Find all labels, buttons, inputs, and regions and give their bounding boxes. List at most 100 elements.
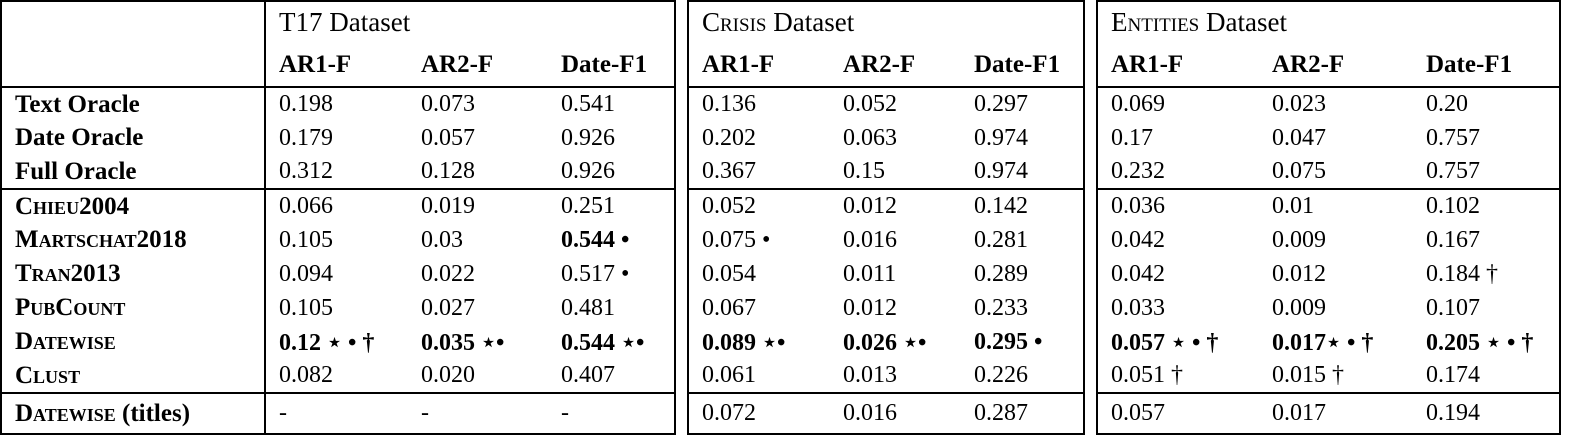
- table-row: 0.051 † 0.015 † 0.174: [1097, 359, 1560, 393]
- metric-cell: 0.202: [702, 124, 756, 151]
- metric-cell: 0.017⋆ • †: [1272, 329, 1374, 356]
- metric-cell: 0.012: [830, 188, 961, 223]
- metric-cell: 0.541: [561, 91, 615, 117]
- metric-cell: 0.026 ⋆•: [843, 329, 927, 356]
- row-label: Text Oracle: [1, 87, 266, 121]
- metric-cell: 0.17: [1111, 124, 1153, 151]
- metric-cell: 0.054: [702, 260, 756, 287]
- t17-body: Text Oracle 0.198 0.073 0.541 Date Oracle 0.1…: [1, 87, 675, 434]
- section-title-t17: T17 Dataset: [265, 1, 675, 43]
- metric-cell: 0.226: [974, 362, 1028, 388]
- metric-cell: 0.12 ⋆ • †: [279, 329, 375, 356]
- metric-cell: 0.926: [561, 124, 615, 151]
- metric-cell: 0.367: [702, 158, 756, 184]
- row-label: Tran2013: [1, 257, 266, 291]
- metric-cell: 0.297: [974, 91, 1028, 117]
- table-row: 0.057 0.017 0.194: [1097, 392, 1560, 434]
- section-title-rest: Dataset: [766, 7, 855, 37]
- section-title-entities: Entities Dataset: [1097, 1, 1560, 43]
- table-row: 0.067 0.012 0.233: [688, 291, 1084, 325]
- col-header-ar1f: AR1-F: [688, 43, 830, 88]
- table-row: PubCount 0.105 0.027 0.481: [1, 291, 675, 325]
- metric-cell: 0.052: [843, 91, 897, 117]
- table-row: 0.042 0.009 0.167: [1097, 223, 1560, 257]
- metric-cell: 0.022: [421, 260, 475, 287]
- metric-cell: 0.289: [974, 260, 1028, 287]
- row-label-smallcaps: Datewise: [15, 328, 116, 355]
- t17-section-table: T17 Dataset AR1-F AR2-F Date-F1 Text Ora…: [0, 0, 676, 435]
- row-label-smallcaps: Martschat2018: [15, 226, 187, 253]
- section-title-name: Crisis: [702, 7, 767, 37]
- table-row: Datewise (titles) - - -: [1, 392, 675, 434]
- metric-cell: -: [548, 392, 675, 434]
- row-label-smallcaps: Datewise: [15, 399, 116, 427]
- corner-cell: [1, 43, 266, 88]
- table-row: Date Oracle 0.179 0.057 0.926: [1, 121, 675, 155]
- metric-cell: 0.295 •: [974, 328, 1043, 355]
- metric-cell: 0.544 ⋆•: [561, 329, 645, 356]
- metric-cell: 0.012: [843, 294, 897, 321]
- metric-cell: 0.073: [421, 91, 475, 117]
- col-header-datef1: Date-F1: [548, 43, 675, 88]
- metric-cell: 0.042: [1111, 226, 1165, 253]
- metric-cell: 0.016: [830, 392, 961, 434]
- table-row: 0.057 ⋆ • † 0.017⋆ • † 0.205 ⋆ • †: [1097, 325, 1560, 359]
- crisis-body: 0.136 0.052 0.297 0.202 0.063 0.974 0.367 0.15 0…: [688, 87, 1084, 434]
- table-row: 0.042 0.012 0.184 †: [1097, 257, 1560, 291]
- metric-cell: 0.036: [1097, 188, 1259, 223]
- table-row: 0.033 0.009 0.107: [1097, 291, 1560, 325]
- metric-cell: 0.063: [843, 124, 897, 151]
- col-header-ar1f: AR1-F: [265, 43, 408, 88]
- metric-cell: 0.023: [1272, 91, 1326, 117]
- table-row: Full Oracle 0.312 0.128 0.926: [1, 155, 675, 189]
- metric-cell: 0.142: [961, 188, 1084, 223]
- table-row: 0.089 ⋆• 0.026 ⋆• 0.295 •: [688, 325, 1084, 359]
- row-label-text: Date Oracle: [15, 124, 144, 151]
- row-label: Date Oracle: [1, 121, 266, 155]
- metric-cell: 0.009: [1272, 226, 1326, 253]
- col-header-datef1: Date-F1: [961, 43, 1084, 88]
- metric-cell: 0.051 †: [1111, 362, 1183, 388]
- table-row: 0.075 • 0.016 0.281: [688, 223, 1084, 257]
- table-row: 0.052 0.012 0.142: [688, 188, 1084, 223]
- metric-cell: 0.198: [279, 91, 333, 117]
- metric-cell: 0.057: [421, 124, 475, 151]
- metric-cell: 0.01: [1259, 188, 1413, 223]
- metric-cell: 0.057 ⋆ • †: [1111, 329, 1219, 356]
- row-label-smallcaps: Chieu2004: [15, 192, 130, 220]
- metric-cell: 0.072: [688, 392, 830, 434]
- table-row: 0.036 0.01 0.102: [1097, 188, 1560, 223]
- metric-cell: 0.174: [1426, 362, 1480, 388]
- table-row: Text Oracle 0.198 0.073 0.541: [1, 87, 675, 121]
- metric-cell: 0.052: [688, 188, 830, 223]
- table-row: 0.054 0.011 0.289: [688, 257, 1084, 291]
- metric-cell: 0.033: [1111, 294, 1165, 321]
- metric-cell: -: [408, 392, 548, 434]
- metric-cell: 0.057: [1097, 392, 1259, 434]
- corner-cell: [1, 1, 266, 43]
- metric-cell: 0.015 †: [1272, 362, 1344, 388]
- row-label-smallcaps: PubCount: [15, 294, 126, 321]
- row-label: Martschat2018: [1, 223, 266, 257]
- metric-cell: 0.047: [1272, 124, 1326, 151]
- metric-cell: 0.102: [1413, 188, 1560, 223]
- metric-cell: 0.312: [279, 158, 333, 184]
- metric-cell: 0.011: [843, 260, 897, 287]
- col-header-ar2f: AR2-F: [408, 43, 548, 88]
- table-row: 0.232 0.075 0.757: [1097, 155, 1560, 189]
- row-label: Clust: [1, 359, 266, 393]
- metric-cell: 0.407: [561, 362, 615, 388]
- metric-cell: 0.179: [279, 124, 333, 151]
- entities-section-table: Entities Dataset AR1-F AR2-F Date-F1 0.0…: [1096, 0, 1561, 435]
- metric-cell: 0.035 ⋆•: [421, 329, 505, 356]
- table-row: 0.202 0.063 0.974: [688, 121, 1084, 155]
- section-title-name: Entities: [1111, 7, 1200, 37]
- metric-cell: 0.089 ⋆•: [702, 329, 786, 356]
- metric-cell: 0.019: [408, 188, 548, 223]
- section-title-rest: Dataset: [1199, 7, 1287, 37]
- metric-cell: 0.481: [561, 294, 615, 321]
- metric-cell: 0.544 •: [561, 226, 630, 253]
- metric-cell: 0.757: [1426, 158, 1480, 184]
- table-row: 0.367 0.15 0.974: [688, 155, 1084, 189]
